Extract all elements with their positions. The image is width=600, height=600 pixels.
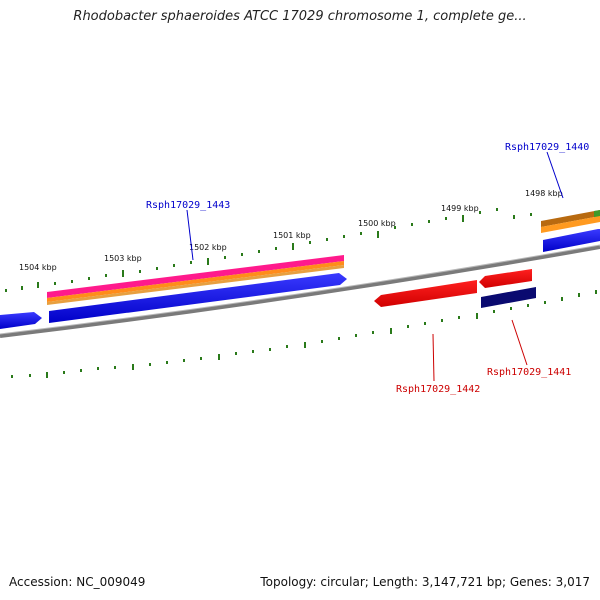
feature-pink[interactable] (47, 255, 344, 298)
feature-cds-1441[interactable] (479, 269, 532, 288)
feature-brown[interactable] (541, 210, 600, 227)
feature-navy[interactable] (481, 287, 536, 308)
leader-line-1441 (511, 319, 528, 366)
page-title: Rhodobacter sphaeroides ATCC 17029 chrom… (73, 9, 527, 24)
gene-label-1440[interactable]: Rsph17029_1440 (505, 142, 589, 153)
feature-orange[interactable] (47, 261, 344, 302)
tick-label-1500: 1500 kbp (358, 219, 396, 228)
tick-label-1502: 1502 kbp (189, 243, 227, 252)
feature-cds-1440[interactable] (543, 229, 600, 252)
outer-tick-ring (5, 208, 532, 292)
tick-label-1504: 1504 kbp (19, 263, 57, 272)
tick-label-1498: 1498 kbp (525, 189, 563, 198)
feature-orange-right[interactable] (541, 216, 600, 233)
feature-cds-1443[interactable] (49, 273, 347, 323)
feature-cds-left[interactable] (0, 312, 42, 329)
feature-cds-1442[interactable] (374, 280, 477, 307)
tick-label-1501: 1501 kbp (273, 231, 311, 240)
feature-orange-2[interactable] (47, 265, 344, 305)
inner-tick-ring (11, 290, 597, 378)
leader-line-1440 (546, 151, 564, 199)
leader-line-1442 (432, 333, 435, 382)
tick-label-1499: 1499 kbp (441, 204, 479, 213)
reverse-features[interactable] (374, 269, 536, 308)
genome-backbone-highlight (0, 244, 600, 335)
gene-label-1443[interactable]: Rsph17029_1443 (146, 200, 230, 211)
accession-text: Accession: NC_009049 (9, 575, 146, 589)
gene-label-1441[interactable]: Rsph17029_1441 (487, 367, 571, 378)
genome-backbone (0, 245, 600, 338)
genome-summary-text: Topology: circular; Length: 3,147,721 bp… (260, 575, 590, 589)
gene-label-1442[interactable]: Rsph17029_1442 (396, 384, 480, 395)
leader-line-1443 (186, 209, 194, 261)
tick-label-1503: 1503 kbp (104, 254, 142, 263)
forward-features[interactable] (0, 210, 600, 329)
